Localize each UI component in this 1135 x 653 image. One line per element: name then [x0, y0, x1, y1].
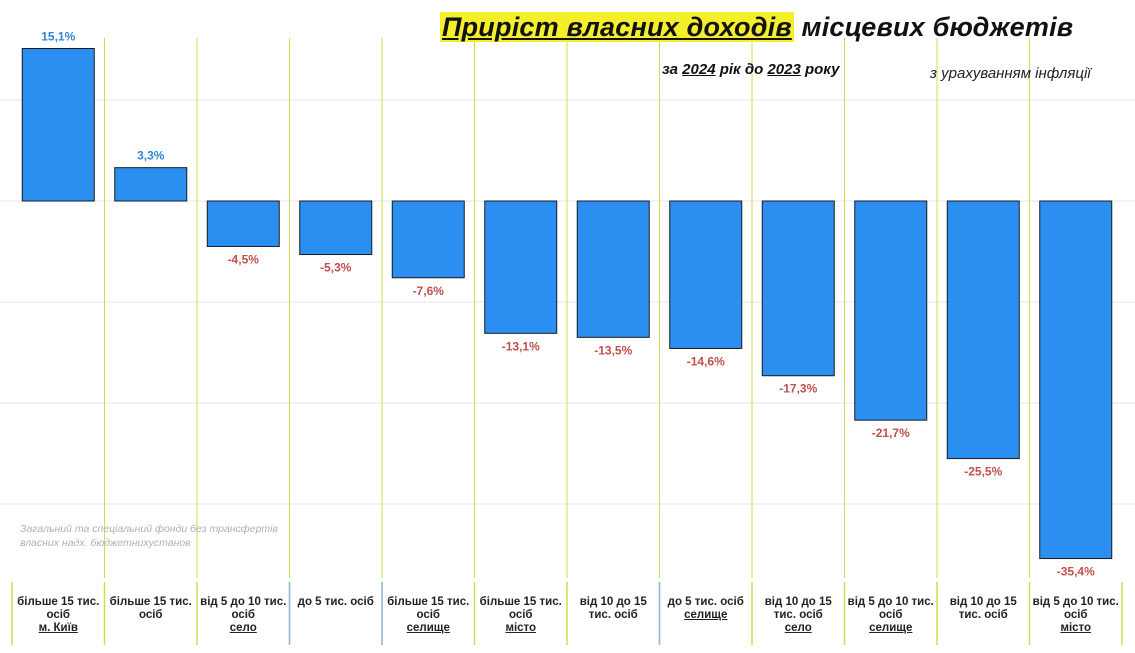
footnote-line-2: власних надх. бюджетнихустанов	[20, 537, 191, 549]
chart-title-highlight: Приріст власних доходів	[440, 12, 794, 42]
value-label-2: 3,3%	[137, 149, 165, 163]
bar-8	[669, 200, 743, 349]
bar-7	[576, 200, 650, 338]
category-label-9-line2: тис. осіб	[773, 609, 823, 621]
category-label-10-line1: від 5 до 10 тис.	[847, 596, 934, 608]
footnote: Загальний та спеціальний фонди без транс…	[20, 522, 278, 550]
category-label-9-group: село	[784, 622, 812, 634]
bar-5	[391, 200, 465, 279]
category-label-9: від 10 до 15 тис. осіб село	[752, 596, 844, 635]
category-label-6: більше 15 тис. осіб місто	[475, 596, 567, 635]
bar-3	[206, 200, 280, 247]
bar-2	[114, 167, 188, 202]
value-label-4: -5,3%	[320, 261, 352, 275]
category-label-12-line1: від 5 до 10 тис.	[1032, 596, 1119, 608]
category-label-7-line2: тис. осіб	[588, 609, 638, 621]
category-label-5-line1: більше 15 тис.	[387, 596, 470, 608]
value-label-9: -17,3%	[779, 382, 817, 396]
category-label-6-line1: більше 15 тис.	[479, 596, 562, 608]
category-label-1-line1: більше 15 тис.	[17, 596, 100, 608]
category-label-7: від 10 до 15 тис. осіб	[567, 596, 659, 622]
subtitle-middle: рік до	[719, 61, 764, 78]
chart-title-rest: місцевих бюджетів	[801, 12, 1074, 42]
category-label-4-line1: до 5 тис. осіб	[297, 596, 374, 608]
bar-9	[761, 200, 835, 377]
bar-10	[854, 200, 928, 421]
footnote-line-1: Загальний та спеціальний фонди без транс…	[20, 523, 278, 535]
category-label-11: від 10 до 15 тис. осіб	[937, 596, 1029, 622]
bar-12	[1039, 200, 1113, 560]
category-label-6-group: місто	[505, 622, 537, 634]
subtitle-suffix: року	[804, 61, 840, 78]
category-label-11-line1: від 10 до 15	[949, 596, 1017, 608]
category-label-1-line2: осіб	[46, 609, 71, 621]
category-label-11-line2: тис. осіб	[958, 609, 1008, 621]
category-label-10-line2: осіб	[878, 609, 903, 621]
category-label-2-line2: осіб	[138, 609, 163, 621]
category-label-2: більше 15 тис. осіб	[105, 596, 197, 622]
chart-title: Приріст власних доходів місцевих бюджеті…	[440, 12, 1073, 43]
value-label-8: -14,6%	[687, 354, 725, 368]
category-label-3-line1: від 5 до 10 тис.	[200, 596, 287, 608]
category-label-5-line2: осіб	[416, 609, 441, 621]
category-label-1-group: м. Київ	[38, 622, 78, 634]
chart-subtitle: за 2024 рік до 2023 року	[662, 61, 839, 78]
value-label-10: -21,7%	[872, 426, 910, 440]
category-label-12: від 5 до 10 тис. осіб місто	[1030, 596, 1122, 635]
category-label-6-line2: осіб	[508, 609, 533, 621]
subtitle-prefix: за	[662, 61, 678, 78]
category-label-10-group: селище	[869, 622, 913, 634]
category-label-9-line1: від 10 до 15	[764, 596, 832, 608]
bar-4	[299, 200, 373, 256]
subtitle-year-a: 2024	[682, 61, 716, 78]
value-label-7: -13,5%	[594, 343, 632, 357]
category-label-5-group: селище	[406, 622, 450, 634]
bar-1	[21, 47, 95, 202]
category-label-1: більше 15 тис. осіб м. Київ	[12, 596, 104, 635]
category-label-12-group: місто	[1060, 622, 1092, 634]
category-label-8-line1: до 5 тис. осіб	[667, 596, 744, 608]
bar-11	[946, 200, 1020, 460]
value-label-11: -25,5%	[964, 465, 1002, 479]
category-label-8: до 5 тис. осіб селище	[660, 596, 752, 622]
category-label-10: від 5 до 10 тис. осіб селище	[845, 596, 937, 635]
category-label-4: до 5 тис. осіб	[290, 596, 382, 609]
category-label-8-group: селище	[684, 609, 728, 621]
value-label-5: -7,6%	[413, 284, 445, 298]
value-label-3: -4,5%	[228, 252, 260, 266]
category-label-7-line1: від 10 до 15	[579, 596, 647, 608]
value-label-1: 15,1%	[41, 29, 75, 43]
category-label-5: більше 15 тис. осіб селище	[382, 596, 474, 635]
category-label-12-line2: осіб	[1063, 609, 1088, 621]
category-label-2-line1: більше 15 тис.	[109, 596, 192, 608]
value-label-12: -35,4%	[1057, 565, 1095, 579]
category-label-3: від 5 до 10 тис. осіб село	[197, 596, 289, 635]
category-label-3-line2: осіб	[231, 609, 256, 621]
subtitle-year-b: 2023	[767, 61, 801, 78]
bar-6	[484, 200, 558, 334]
inflation-note: з урахуванням інфляції	[930, 65, 1091, 82]
value-label-6: -13,1%	[502, 339, 540, 353]
category-label-3-group: село	[229, 622, 257, 634]
